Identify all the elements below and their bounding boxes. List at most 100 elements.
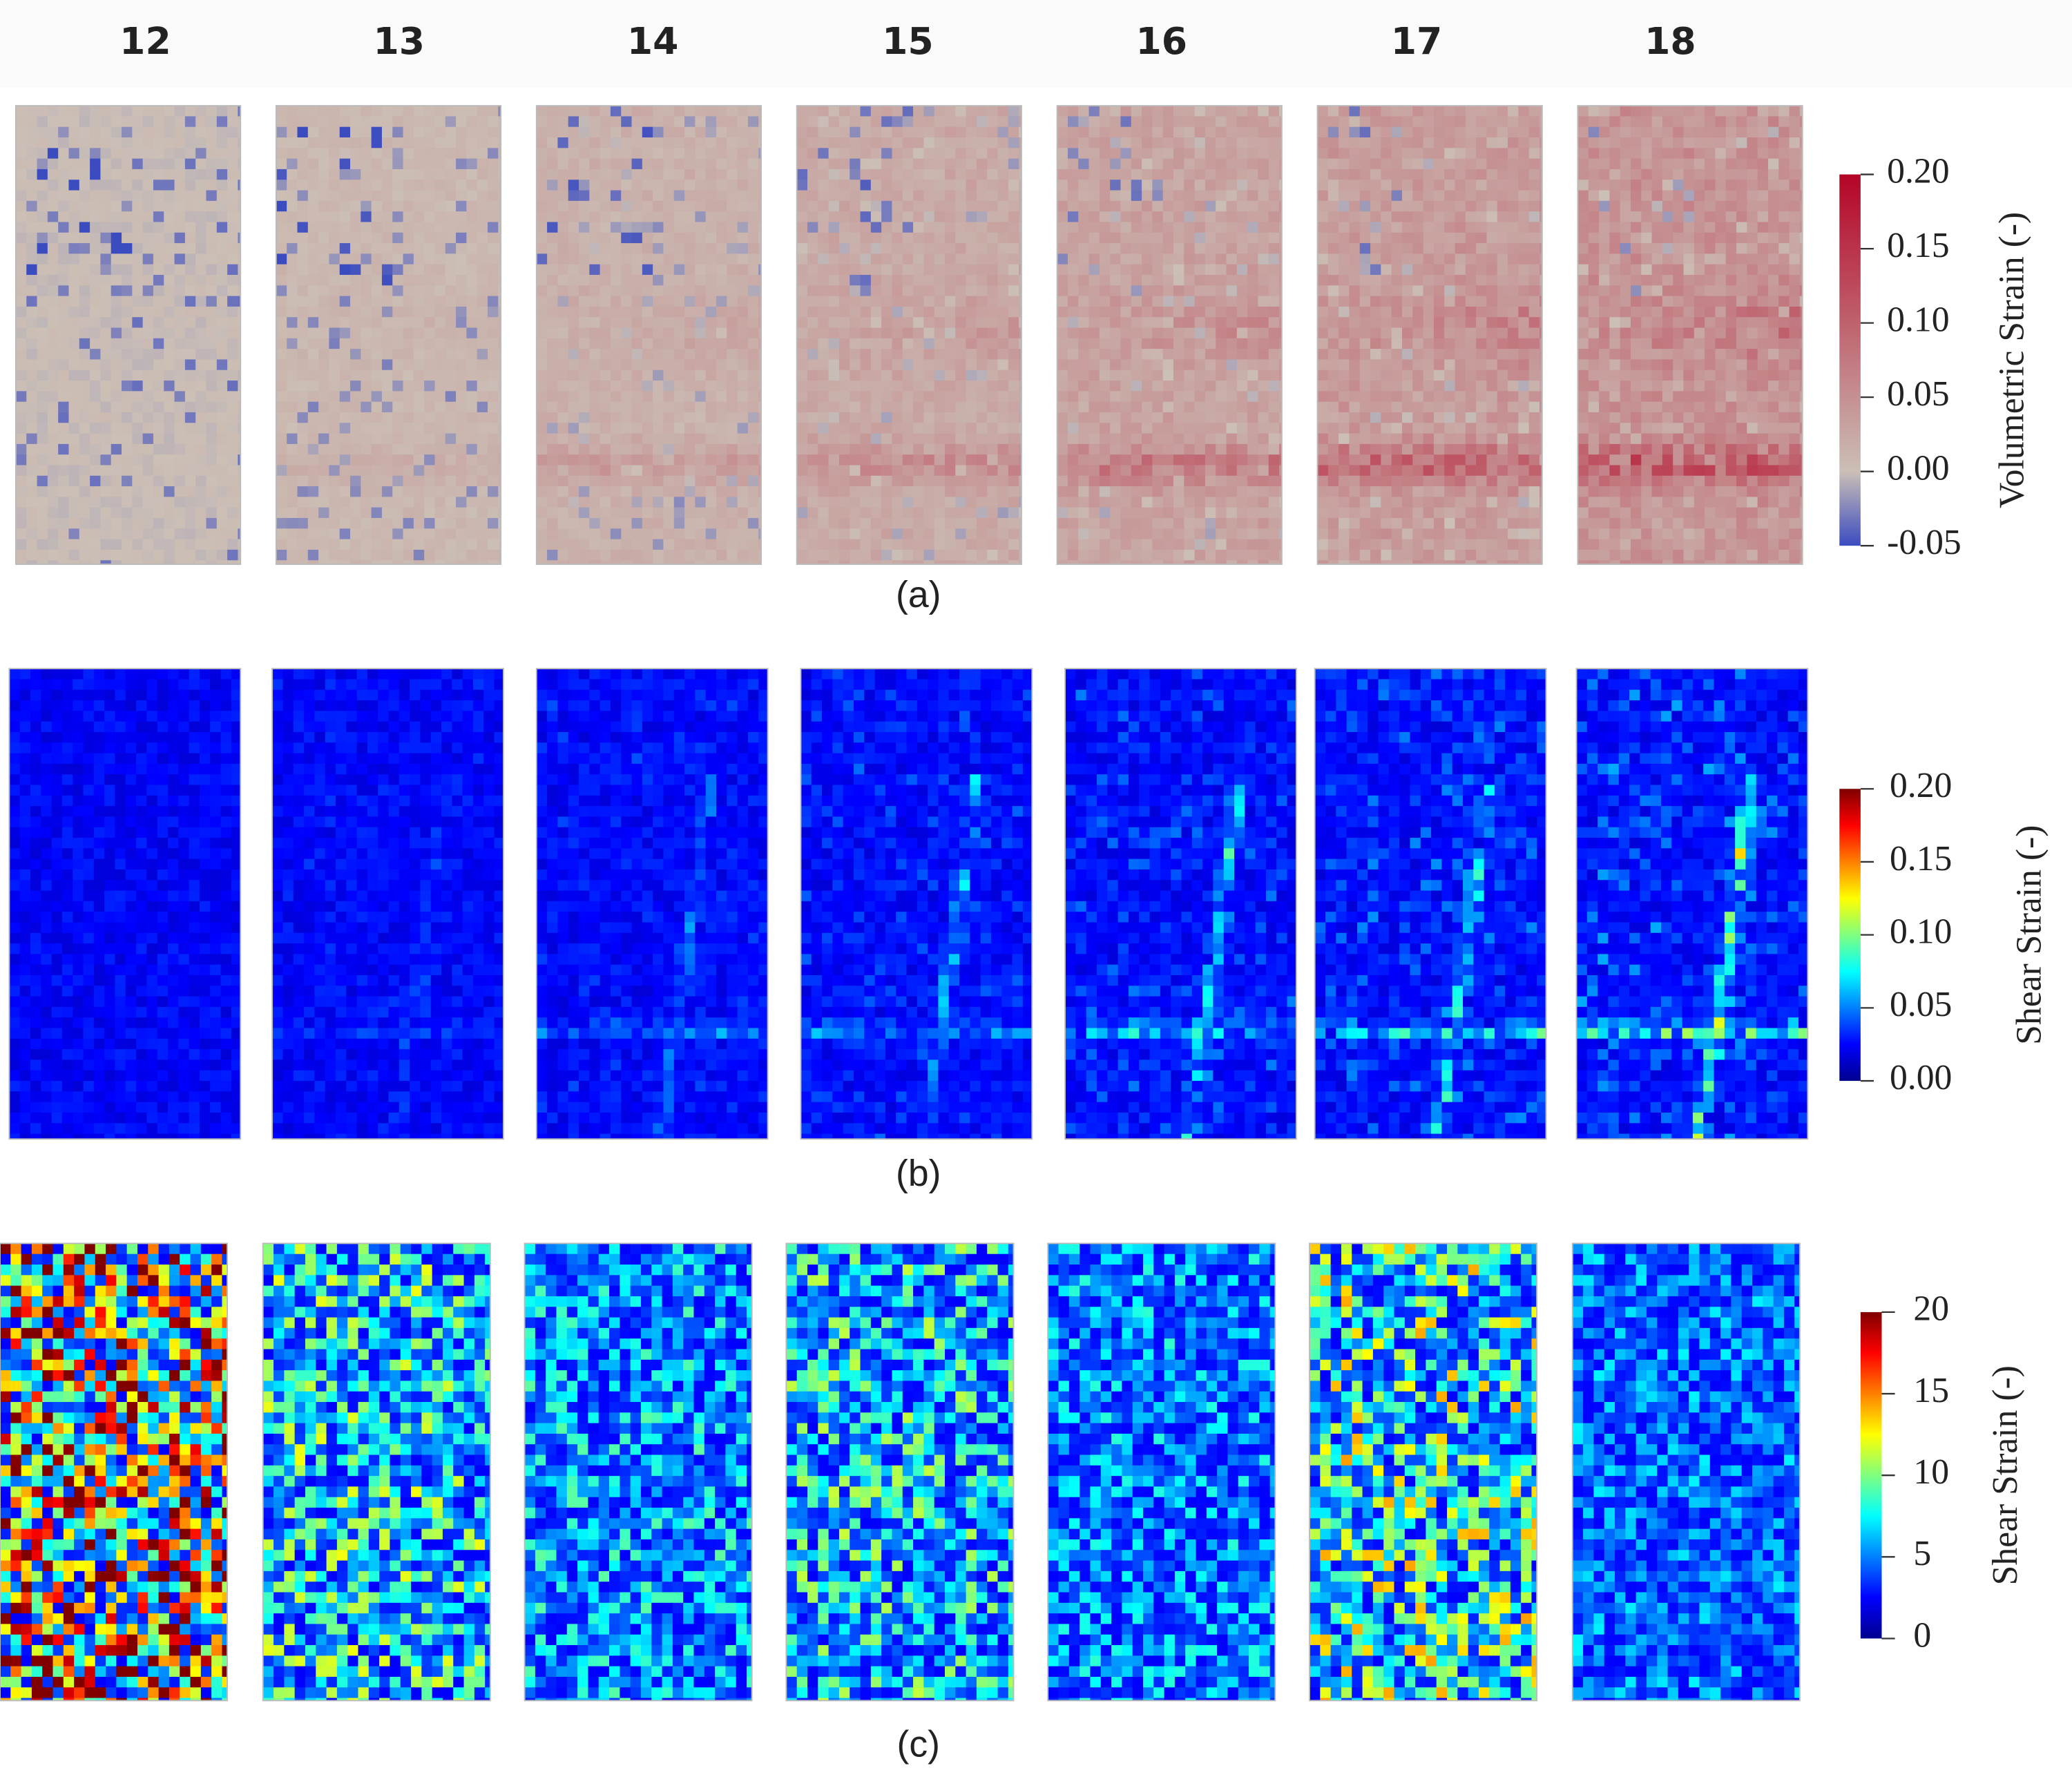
heatmap-cell: [695, 349, 707, 361]
heatmap-cell: [913, 253, 924, 265]
heatmap-cell: [997, 465, 1009, 477]
heatmap-cell: [557, 327, 569, 339]
heatmap-cell: [297, 148, 309, 160]
heatmap-cell: [1247, 200, 1259, 212]
heatmap-cell: [297, 412, 309, 423]
heatmap-cell: [1142, 126, 1153, 138]
heatmap-cell: [997, 518, 1009, 529]
heatmap-cell: [216, 169, 228, 180]
heatmap-cell: [589, 158, 601, 170]
heatmap-cell: [487, 465, 499, 477]
heatmap-cell: [227, 116, 238, 128]
heatmap-cell: [547, 359, 558, 371]
heatmap-cell: [828, 180, 840, 191]
heatmap-cell: [610, 433, 622, 445]
heatmap-cell: [1194, 381, 1206, 392]
heatmap-cell: [371, 232, 383, 244]
heatmap-cell: [860, 349, 872, 361]
heatmap-cell: [610, 264, 622, 276]
heatmap-cell: [58, 359, 70, 371]
heatmap-cell: [68, 243, 80, 254]
heatmap-cell: [1433, 116, 1445, 128]
heatmap-cell: [870, 391, 882, 403]
heatmap-cell: [663, 106, 675, 117]
heatmap-cell: [881, 465, 893, 477]
heatmap-cell: [923, 158, 935, 170]
heatmap-cell: [37, 539, 48, 550]
heatmap-cell: [47, 486, 59, 497]
heatmap-cell: [1279, 317, 1283, 329]
heatmap-cell: [403, 349, 414, 361]
heatmap-cell: [557, 222, 569, 233]
heatmap-cell: [1173, 433, 1184, 445]
heatmap-cell: [642, 200, 653, 212]
heatmap-cell: [1236, 443, 1248, 455]
heatmap-cell: [297, 126, 309, 138]
heatmap-cell: [807, 148, 818, 160]
heatmap-cell: [684, 528, 696, 540]
heatmap-cell: [318, 433, 329, 445]
heatmap-cell: [1152, 349, 1164, 361]
heatmap-cell: [1131, 486, 1142, 497]
heatmap-cell: [142, 126, 154, 138]
heatmap-cell: [466, 116, 478, 128]
heatmap-cell: [100, 560, 112, 565]
heatmap-cell: [68, 306, 80, 318]
heatmap-cell: [1173, 211, 1184, 223]
heatmap-cell: [1008, 349, 1019, 361]
heatmap-cell: [307, 497, 319, 508]
heatmap-cell: [164, 528, 175, 540]
heatmap-cell: [227, 401, 238, 413]
heatmap-cell: [631, 338, 643, 349]
heatmap-cell: [47, 296, 59, 307]
heatmap-cell: [392, 200, 404, 212]
heatmap-cell: [392, 338, 404, 349]
heatmap-cell: [318, 116, 329, 128]
heatmap-cell: [944, 497, 956, 508]
heatmap-cell: [132, 401, 144, 413]
heatmap-cell: [1008, 190, 1019, 202]
heatmap-cell: [1247, 539, 1259, 550]
heatmap-cell: [1110, 211, 1122, 223]
heatmap-cell: [621, 253, 633, 265]
heatmap-cell: [487, 317, 499, 329]
heatmap-cell: [1194, 253, 1206, 265]
heatmap-cell: [68, 465, 80, 477]
heatmap-cell: [350, 264, 361, 276]
heatmap-cell: [1019, 211, 1022, 223]
heatmap-cell: [579, 560, 590, 565]
heatmap-cell: [206, 116, 218, 128]
heatmap-cell: [122, 560, 133, 565]
heatmap-cell: [100, 317, 112, 329]
heatmap-cell: [1008, 486, 1019, 497]
heatmap-cell: [79, 317, 90, 329]
heatmap-cell: [818, 560, 829, 565]
heatmap-cell: [1110, 190, 1122, 202]
heatmap-cell: [642, 180, 653, 191]
heatmap-cell: [1099, 465, 1111, 477]
heatmap-cell: [1162, 106, 1174, 117]
heatmap-cell: [90, 349, 101, 361]
heatmap-cell: [536, 528, 548, 540]
heatmap-cell: [557, 126, 569, 138]
heatmap-cell: [1539, 137, 1543, 148]
heatmap-cell: [1247, 560, 1259, 565]
heatmap-cell: [892, 539, 903, 550]
heatmap-cell: [184, 264, 196, 276]
heatmap-cell: [132, 465, 144, 477]
heatmap-cell: [424, 528, 436, 540]
heatmap-cell: [111, 137, 122, 148]
heatmap-cell: [1317, 169, 1329, 180]
heatmap-cell: [1258, 126, 1269, 138]
heatmap-cell: [610, 285, 622, 297]
heatmap-cell: [1247, 306, 1259, 318]
heatmap-cell: [392, 349, 404, 361]
heatmap-cell: [758, 465, 762, 477]
heatmap-cell: [350, 518, 361, 529]
header-band: [0, 0, 2072, 88]
heatmap-cell: [705, 454, 717, 466]
heatmap-cell: [631, 560, 643, 565]
heatmap-cell: [1110, 454, 1122, 466]
heatmap-cell: [392, 180, 404, 191]
